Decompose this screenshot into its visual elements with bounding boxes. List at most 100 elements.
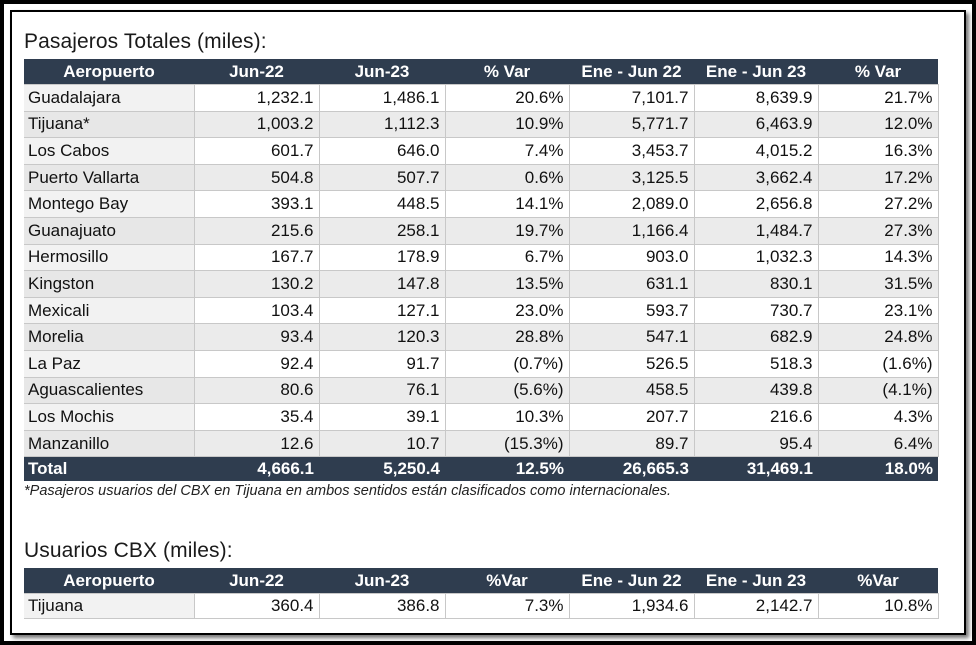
table-row: Montego Bay 393.1 448.5 14.1% 2,089.0 2,656.8… — [24, 190, 939, 218]
table-cell: 89.7 — [568, 429, 695, 458]
table-cell: 12.6 — [193, 429, 320, 458]
total-label: Total — [24, 456, 194, 482]
column-header: %Var — [445, 568, 569, 594]
table-cell: 24.8% — [817, 323, 939, 351]
table-cell: 631.1 — [568, 270, 695, 298]
table-cell: 127.1 — [318, 296, 446, 325]
table-cell: 27.2% — [817, 190, 939, 218]
table-row: Los Cabos 601.7 646.0 7.4% 3,453.7 4,015.2 16.… — [24, 137, 939, 165]
total-cell: 4,666.1 — [194, 456, 319, 482]
table-cell: 7.3% — [444, 593, 570, 619]
table-cell: 13.5% — [444, 270, 570, 298]
table-cell: 547.1 — [568, 323, 695, 351]
table-cell: 518.3 — [693, 349, 819, 378]
column-header: % Var — [818, 59, 938, 85]
table-cell: 3,453.7 — [568, 137, 695, 165]
table-cell: 393.1 — [193, 190, 320, 218]
table-cell: 4.3% — [817, 403, 939, 431]
cbx-header-row: Aeropuerto Jun-22 Jun-23 %Var Ene - Jun 22 En… — [24, 568, 938, 594]
table-cell: 4,015.2 — [693, 137, 819, 165]
table-cell: 439.8 — [693, 376, 819, 405]
table-cell: 10.3% — [444, 403, 570, 431]
column-header: Jun-23 — [319, 568, 445, 594]
column-header: Ene - Jun 22 — [569, 59, 694, 85]
table-cell: 2,089.0 — [568, 190, 695, 218]
column-header: Aeropuerto — [24, 59, 194, 85]
table-row: Aguascalientes 80.6 76.1 (5.6%) 458.5 439.8 (4… — [24, 376, 939, 405]
column-header: Aeropuerto — [24, 568, 194, 594]
table-cell: 458.5 — [568, 376, 695, 405]
airport-name: Los Mochis — [24, 403, 194, 431]
table-row: Guadalajara 1,232.1 1,486.1 20.6% 7,101.7 8,6… — [24, 84, 939, 112]
table-cell: 1,003.2 — [193, 110, 320, 139]
table-cell: 20.6% — [444, 84, 570, 112]
table-cell: 28.8% — [444, 323, 570, 351]
table-cell: 216.6 — [693, 403, 819, 431]
table-cell: 147.8 — [318, 270, 446, 298]
table-cell: 10.9% — [444, 110, 570, 139]
table-cell: 14.3% — [817, 243, 939, 272]
table-cell: 12.0% — [817, 110, 939, 139]
table-cell: 5,771.7 — [568, 110, 695, 139]
pasajeros-title: Pasajeros Totales (miles): — [24, 30, 267, 53]
column-header: Jun-22 — [194, 59, 319, 85]
table-cell: 526.5 — [568, 349, 695, 378]
total-cell: 26,665.3 — [569, 456, 694, 482]
table-cell: 1,486.1 — [318, 84, 446, 112]
table-cell: 682.9 — [693, 323, 819, 351]
total-row: Total 4,666.1 5,250.4 12.5% 26,665.3 31,469.1… — [24, 456, 938, 482]
table-cell: 601.7 — [193, 137, 320, 165]
column-header: %Var — [818, 568, 938, 594]
table-cell: (5.6%) — [444, 376, 570, 405]
table-cell: (15.3%) — [444, 429, 570, 458]
pasajeros-header-row: Aeropuerto Jun-22 Jun-23 % Var Ene - Jun 22 E… — [24, 59, 938, 85]
airport-name: Guanajuato — [24, 216, 194, 245]
table-cell: 8,639.9 — [693, 84, 819, 112]
column-header: Jun-23 — [319, 59, 445, 85]
table-cell: 167.7 — [193, 243, 320, 272]
table-cell: 10.7 — [318, 429, 446, 458]
table-cell: 91.7 — [318, 349, 446, 378]
table-cell: 1,934.6 — [568, 593, 695, 619]
table-cell: 130.2 — [193, 270, 320, 298]
table-cell: 21.7% — [817, 84, 939, 112]
table-cell: 2,656.8 — [693, 190, 819, 218]
table-cell: 386.8 — [318, 593, 446, 619]
table-cell: 31.5% — [817, 270, 939, 298]
table-cell: (4.1%) — [817, 376, 939, 405]
table-cell: 1,112.3 — [318, 110, 446, 139]
table-cell: 207.7 — [568, 403, 695, 431]
table-row: Mexicali 103.4 127.1 23.0% 593.7 730.7 23.1% — [24, 296, 939, 325]
table-cell: 80.6 — [193, 376, 320, 405]
table-row: Puerto Vallarta 504.8 507.7 0.6% 3,125.5 3,66… — [24, 163, 939, 192]
table-row: Los Mochis 35.4 39.1 10.3% 207.7 216.6 4.3% — [24, 403, 939, 431]
total-cell: 31,469.1 — [694, 456, 818, 482]
table-cell: 14.1% — [444, 190, 570, 218]
table-cell: 215.6 — [193, 216, 320, 245]
airport-name: Manzanillo — [24, 429, 194, 458]
total-cell: 18.0% — [818, 456, 938, 482]
table-cell: 10.8% — [817, 593, 939, 619]
table-cell: 448.5 — [318, 190, 446, 218]
column-header: Ene - Jun 23 — [694, 59, 818, 85]
table-row: Manzanillo 12.6 10.7 (15.3%) 89.7 95.4 6.4% — [24, 429, 939, 458]
table-cell: 646.0 — [318, 137, 446, 165]
airport-name: Puerto Vallarta — [24, 163, 194, 192]
table-cell: 1,232.1 — [193, 84, 320, 112]
airport-name: Hermosillo — [24, 243, 194, 272]
table-cell: 6.4% — [817, 429, 939, 458]
table-cell: 19.7% — [444, 216, 570, 245]
table-cell: 103.4 — [193, 296, 320, 325]
pasajeros-table: Aeropuerto Jun-22 Jun-23 % Var Ene - Jun 22 E… — [24, 59, 939, 482]
cbx-table: Aeropuerto Jun-22 Jun-23 %Var Ene - Jun 22 En… — [24, 568, 939, 619]
table-cell: 1,484.7 — [693, 216, 819, 245]
table-cell: 360.4 — [193, 593, 320, 619]
airport-name: Tijuana* — [24, 110, 194, 139]
table-row: La Paz 92.4 91.7 (0.7%) 526.5 518.3 (1.6%) — [24, 349, 939, 378]
airport-name: Tijuana — [24, 593, 194, 619]
airport-name: Guadalajara — [24, 84, 194, 112]
airport-name: La Paz — [24, 349, 194, 378]
column-header: Ene - Jun 22 — [569, 568, 694, 594]
table-cell: 1,032.3 — [693, 243, 819, 272]
table-cell: (1.6%) — [817, 349, 939, 378]
